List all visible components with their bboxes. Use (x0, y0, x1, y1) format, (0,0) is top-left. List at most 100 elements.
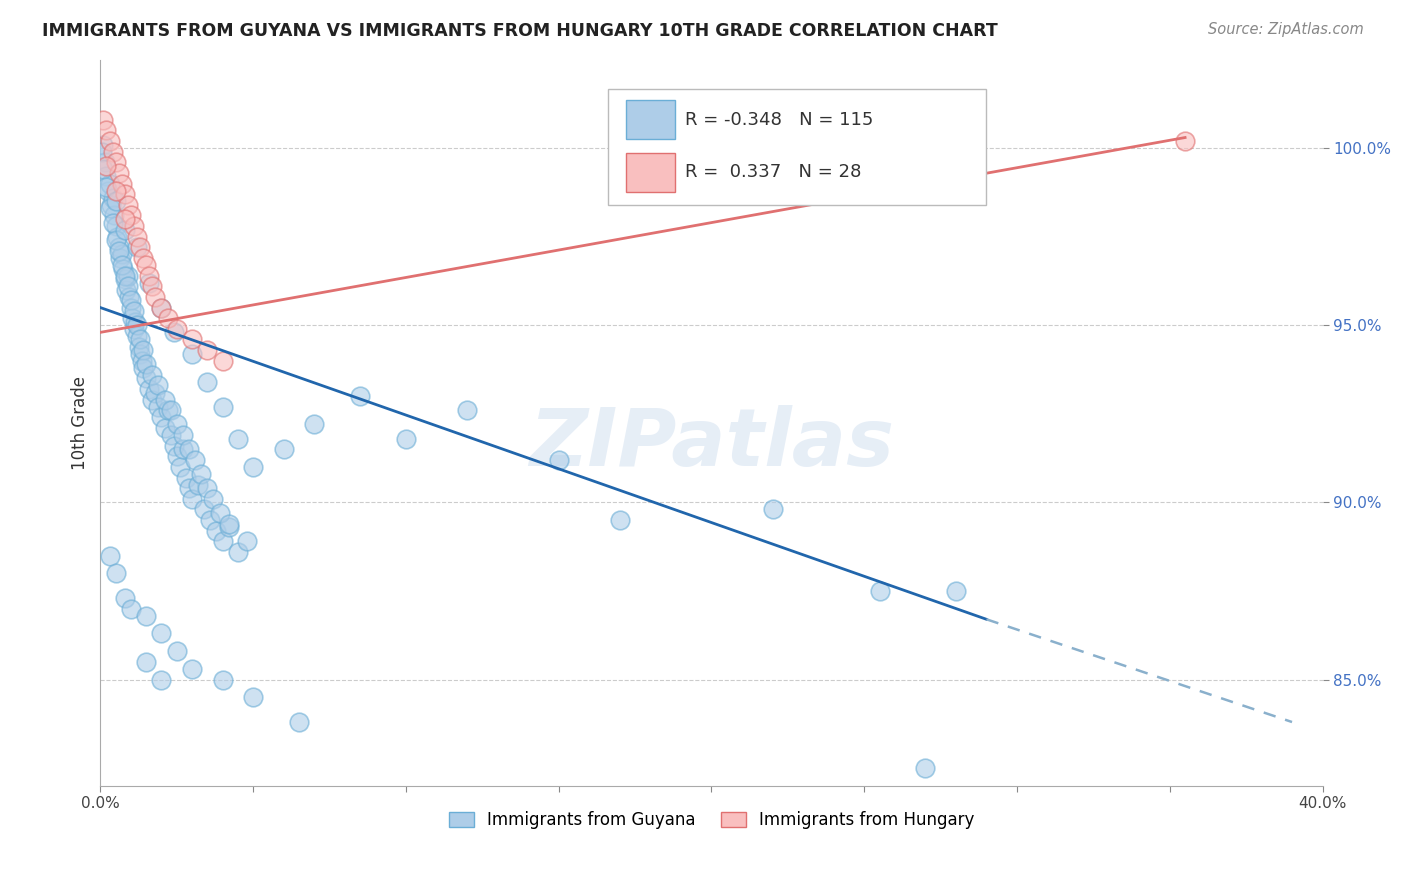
Point (132, 251, 155, 265)
Point (94, 155, 117, 169)
Point (141, 368, 163, 382)
Point (156, 403, 179, 417)
Point (128, 339, 150, 353)
Point (111, 258, 134, 272)
Point (117, 198, 139, 212)
Point (273, 442, 295, 457)
Point (153, 421, 176, 435)
Point (166, 322, 188, 336)
Point (169, 460, 191, 475)
Point (114, 222, 136, 236)
Point (96, 123, 118, 137)
Point (125, 329, 148, 343)
Point (181, 491, 204, 506)
Point (98, 134, 121, 148)
Point (163, 326, 186, 340)
Point (456, 403, 478, 417)
Point (98, 202, 121, 216)
Point (184, 453, 207, 467)
Point (138, 276, 160, 290)
Point (211, 673, 233, 687)
Point (236, 534, 259, 549)
Point (148, 378, 170, 392)
Point (153, 392, 176, 407)
Point (288, 714, 311, 729)
Point (114, 268, 136, 283)
Point (135, 655, 157, 669)
Point (150, 673, 173, 687)
Point (108, 251, 131, 265)
Point (761, 502, 783, 516)
Point (104, 219, 127, 233)
Point (114, 187, 136, 202)
Point (242, 690, 264, 705)
Point (200, 513, 222, 527)
Point (96, 180, 118, 194)
Point (104, 194, 127, 209)
Point (304, 417, 326, 432)
Point (104, 233, 127, 247)
Point (100, 198, 122, 212)
Point (172, 442, 194, 457)
Point (135, 258, 157, 272)
Point (104, 155, 127, 169)
Point (156, 311, 179, 326)
Point (135, 357, 157, 371)
Point (125, 229, 148, 244)
Point (135, 371, 157, 385)
Text: R =  0.337   N = 28: R = 0.337 N = 28 (685, 163, 860, 181)
Point (111, 247, 134, 261)
Point (101, 191, 124, 205)
Point (1174, 134, 1197, 148)
Point (159, 428, 181, 442)
Point (211, 534, 233, 549)
Point (226, 545, 249, 559)
Point (124, 315, 146, 329)
Point (143, 290, 166, 304)
Point (945, 584, 967, 599)
Point (547, 453, 569, 467)
Point (103, 209, 125, 223)
Point (395, 432, 418, 446)
Point (131, 353, 153, 368)
Point (138, 268, 160, 283)
Point (166, 450, 188, 464)
Point (218, 516, 240, 531)
Point (93, 162, 115, 177)
Point (96, 169, 118, 184)
Point (96, 159, 118, 173)
Point (211, 400, 233, 414)
Point (177, 481, 200, 495)
Point (107, 166, 129, 180)
Point (114, 591, 136, 605)
Point (114, 272, 136, 286)
Point (129, 240, 152, 254)
Point (104, 566, 127, 581)
Point (93, 137, 115, 152)
Point (115, 283, 138, 297)
Point (181, 662, 204, 676)
Point (181, 346, 204, 360)
Point (117, 268, 139, 283)
Point (181, 333, 204, 347)
Point (914, 761, 936, 775)
Point (150, 301, 173, 315)
Point (202, 491, 225, 506)
Point (111, 177, 134, 191)
Point (150, 301, 173, 315)
Point (125, 318, 148, 333)
Legend: Immigrants from Guyana, Immigrants from Hungary: Immigrants from Guyana, Immigrants from … (441, 805, 981, 836)
Point (609, 513, 631, 527)
Point (195, 343, 218, 357)
Point (172, 428, 194, 442)
Point (226, 432, 249, 446)
Point (150, 626, 173, 640)
Point (174, 470, 197, 484)
Point (138, 382, 160, 396)
Point (148, 400, 170, 414)
Point (101, 145, 124, 159)
Point (187, 477, 209, 491)
Point (242, 460, 264, 475)
Point (141, 279, 163, 293)
Point (90, 145, 112, 159)
